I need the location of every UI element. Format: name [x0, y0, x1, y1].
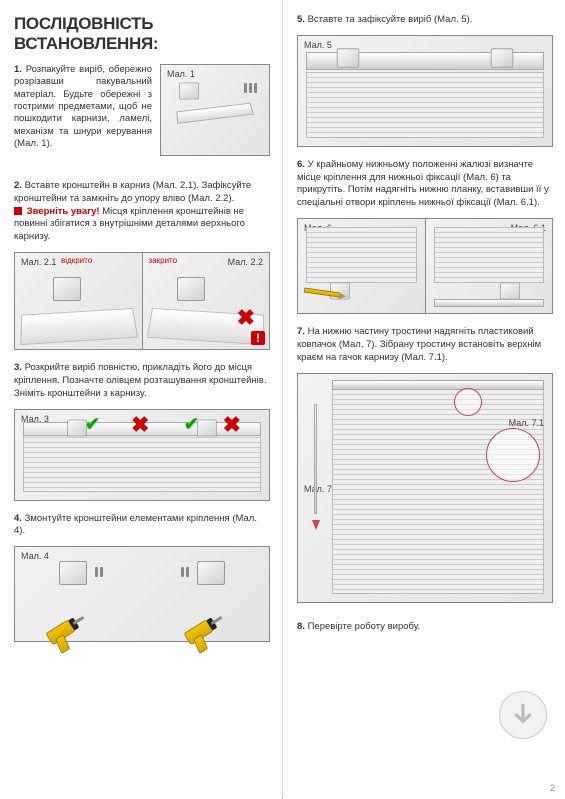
step-2-num: 2. [14, 180, 22, 191]
screws-4b [181, 567, 189, 577]
page-title: ПОСЛІДОВНІСТЬ ВСТАНОВЛЕННЯ: [14, 14, 270, 54]
step-4: 4. Змонтуйте кронштейни елементами кріпл… [14, 513, 270, 539]
bracket-open [53, 277, 81, 301]
step-7-num: 7. [297, 326, 305, 337]
bracket-3b [197, 419, 217, 436]
figure-6: Мал. 6 [297, 218, 425, 314]
step-1-num: 1. [14, 64, 22, 75]
bracket-5a [337, 48, 359, 67]
red-x-3a: ✖ [131, 412, 149, 438]
step-6: 6. У крайньому нижньому положенні жалюзі… [297, 159, 553, 210]
green-check-3a: ✔ [85, 414, 100, 435]
figure-6-1: Мал. 6.1 [425, 218, 554, 314]
warning-square-icon [14, 207, 22, 215]
bracket-5b [491, 48, 513, 67]
rail-graphic [177, 102, 254, 123]
rail-2-1 [20, 308, 137, 345]
step-8-body: Перевірте роботу виробу. [308, 621, 421, 632]
left-column: ПОСЛІДОВНІСТЬ ВСТАНОВЛЕННЯ: 1. Розпакуйт… [0, 0, 283, 799]
step-8: 8. Перевірте роботу виробу. [297, 621, 553, 634]
blinds-graphic-3 [23, 432, 261, 492]
step-6-num: 6. [297, 159, 305, 170]
detail-circle-7-1 [486, 428, 540, 482]
step-2-body: Вставте кронштейн в карниз (Мал. 2.1). З… [14, 180, 251, 204]
blinds-5 [306, 72, 544, 138]
figure-2-2: закрито Мал. 2.2 ✖ ! [142, 252, 271, 350]
screws-4a [95, 567, 103, 577]
step-4-num: 4. [14, 513, 22, 524]
step-8-num: 8. [297, 621, 305, 632]
wand-cap-icon [312, 520, 320, 530]
figure-2-1-label: Мал. 2.1 [19, 255, 58, 269]
bracket-6-1 [500, 283, 520, 300]
figure-7: Мал. 7 Мал. 7.1 [297, 373, 553, 603]
blinds-6-1 [434, 227, 545, 283]
step-1-body: Розпакуйте виріб, обережно розрізавши па… [14, 64, 152, 149]
page-number: 2 [550, 783, 555, 793]
figure-3: Мал. 3 ✖ ✖ ✔ ✔ [14, 409, 270, 501]
step-4-body: Змонтуйте кронштейни елементами кріпленн… [14, 513, 257, 537]
figure-1-label: Мал. 1 [165, 67, 197, 81]
step-5-num: 5. [297, 14, 305, 25]
green-check-3b: ✔ [184, 414, 199, 435]
figure-4: Мал. 4 [14, 546, 270, 642]
figure-5: Мал. 5 [297, 35, 553, 147]
red-x-icon: ✖ [237, 305, 255, 331]
screws-graphic [244, 83, 257, 93]
figure-7-label: Мал. 7 [302, 482, 334, 496]
drill-4a [41, 605, 95, 656]
red-x-3b: ✖ [223, 412, 241, 438]
figure-2-row: Мал. 2.1 відкрито закрито Мал. 2.2 ✖ ! [14, 252, 270, 362]
closed-label: закрито [149, 256, 178, 265]
bracket-3a [67, 419, 87, 436]
figure-2-1: Мал. 2.1 відкрито [14, 252, 142, 350]
scroll-down-indicator [499, 691, 547, 739]
open-label: відкрито [61, 256, 92, 265]
arrow-down-icon [510, 702, 536, 728]
step-5: 5. Вставте та зафіксуйте виріб (Мал. 5). [297, 14, 553, 27]
step-7: 7. На нижню частину тростини надягніть п… [297, 326, 553, 364]
alert-icon: ! [251, 331, 265, 345]
right-column: 5. Вставте та зафіксуйте виріб (Мал. 5).… [283, 0, 565, 799]
bracket-closed [177, 277, 205, 301]
figure-1: Мал. 1 [160, 64, 270, 156]
step-2: 2. Вставте кронштейн в карниз (Мал. 2.1)… [14, 180, 270, 244]
step-3-num: 3. [14, 362, 22, 373]
detail-circle-7-1b [454, 388, 482, 416]
top-rail-7 [332, 380, 544, 390]
step-1-row: 1. Розпакуйте виріб, обережно розрізавши… [14, 64, 270, 168]
bracket-4a [59, 561, 87, 585]
figure-6-row: Мал. 6 Мал. 6.1 [297, 218, 553, 326]
blinds-6 [306, 227, 417, 283]
bracket-4b [197, 561, 225, 585]
figure-4-label: Мал. 4 [19, 549, 51, 563]
step-5-body: Вставте та зафіксуйте виріб (Мал. 5). [308, 14, 473, 25]
step-1-text: 1. Розпакуйте виріб, обережно розрізавши… [14, 64, 152, 168]
step-6-body: У крайньому нижньому положенні жалюзі ви… [297, 159, 549, 208]
step-2-warn-label: Зверніть увагу! [27, 206, 100, 217]
bracket-graphic [179, 83, 199, 100]
wand-7 [314, 404, 317, 514]
bottom-rail-6-1 [434, 299, 545, 307]
step-7-body: На нижню частину тростини надягніть плас… [297, 326, 541, 363]
figure-2-2-label: Мал. 2.2 [226, 255, 265, 269]
step-3-body: Розкрийте виріб повністю, прикладіть йог… [14, 362, 266, 399]
drill-4b [179, 605, 233, 656]
step-3: 3. Розкрийте виріб повністю, прикладіть … [14, 362, 270, 400]
figure-5-label: Мал. 5 [302, 38, 334, 52]
